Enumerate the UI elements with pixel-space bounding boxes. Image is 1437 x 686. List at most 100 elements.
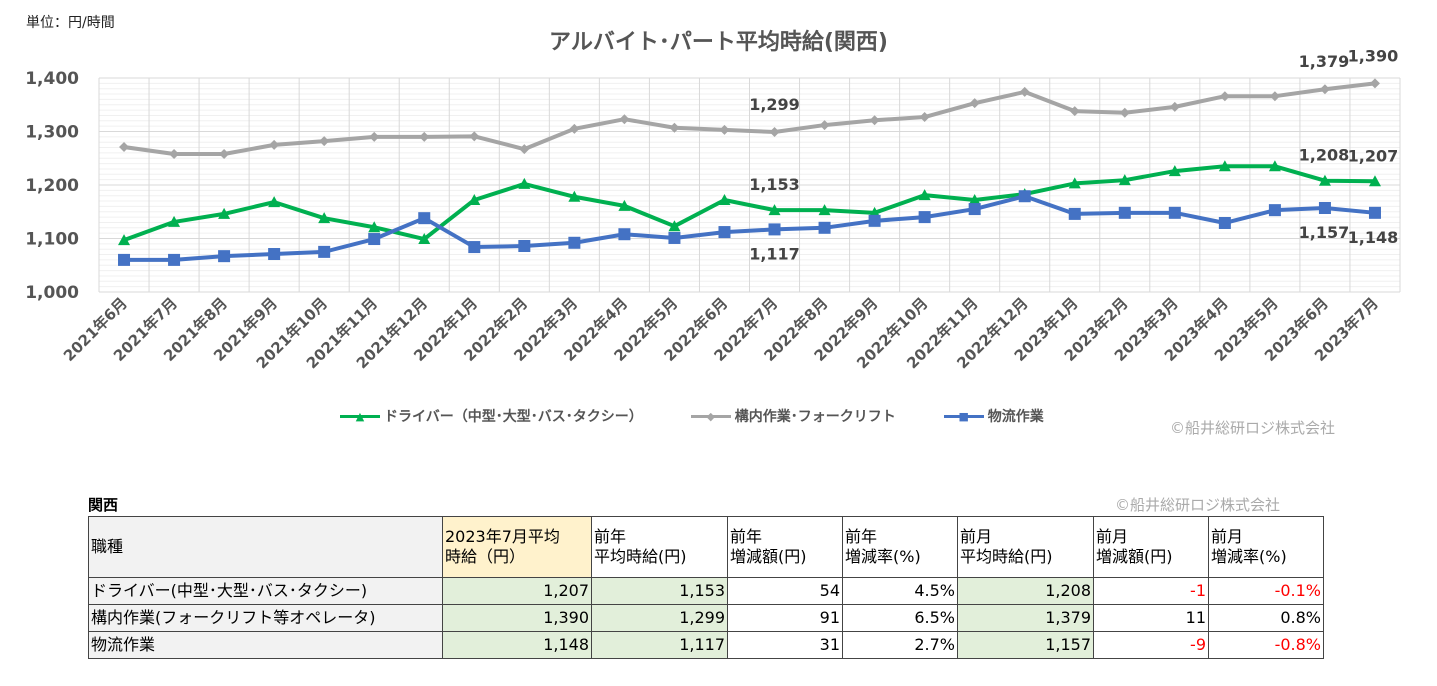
unit-label: 単位：円/時間 (26, 15, 115, 31)
y-tick-label: 1,000 (25, 283, 79, 303)
data-point (868, 214, 881, 227)
data-point (1068, 207, 1081, 220)
column-header: 前年 平均時給(円) (591, 516, 728, 578)
data-point (368, 233, 381, 246)
value-cell: 1,148 (442, 631, 592, 659)
data-label: 1,148 (1348, 228, 1399, 247)
data-point (1219, 91, 1230, 102)
data-point (118, 234, 131, 246)
data-point (269, 139, 280, 150)
data-point (469, 131, 480, 142)
column-header: 前月 平均時給(円) (957, 516, 1094, 578)
y-tick-label: 1,100 (25, 230, 79, 250)
y-tick-label: 1,400 (25, 69, 79, 89)
data-label: 1,379 (1299, 52, 1350, 71)
value-cell: -1 (1093, 577, 1209, 605)
copyright-table: ©船井総研ロジ株式会社 (1115, 496, 1281, 514)
data-label: 1,208 (1299, 146, 1350, 165)
data-point (168, 253, 181, 266)
data-point (168, 215, 181, 227)
data-point (568, 190, 581, 202)
data-point (218, 250, 231, 263)
value-cell: 1,379 (957, 604, 1094, 632)
data-point (768, 223, 781, 236)
data-point (968, 193, 981, 205)
column-header: 前年 増減率(%) (842, 516, 958, 578)
legend-label: 構内作業･フォークリフト (734, 409, 896, 425)
data-label: 1,390 (1348, 46, 1399, 65)
data-label: 1,153 (749, 175, 800, 194)
legend-star-icon: ■ (943, 410, 984, 423)
value-cell: -0.1% (1208, 577, 1324, 605)
table-row: 物流作業 1,148 1,117 31 2.7% 1,157 -9 -0.8% (88, 631, 1324, 659)
data-label: 1,117 (749, 244, 800, 263)
data-point (1318, 202, 1331, 215)
data-point (1268, 160, 1281, 172)
data-point (1319, 84, 1330, 95)
data-point (918, 211, 931, 224)
chart-title: アルバイト･パート平均時給(関西) (549, 30, 888, 55)
wage-table: 職種 2023年7月平均 時給（円） 前年 平均時給(円) 前年 増減額(円) 前年 増減率(%… (88, 516, 1324, 659)
column-header: 職種 (88, 516, 443, 578)
data-point (969, 98, 980, 109)
series-line-1 (123, 81, 1376, 156)
data-point (268, 248, 281, 261)
data-point (819, 120, 830, 131)
region-label: 関西 (88, 496, 119, 514)
data-point (468, 193, 481, 205)
data-point (869, 115, 880, 126)
job-type-cell: 構内作業(フォークリフト等オペレータ) (88, 604, 443, 632)
data-point (569, 123, 580, 134)
legend-label: ドライバー（中型･大型･バス･タクシー） (384, 409, 643, 425)
data-point (318, 245, 331, 258)
data-point (1168, 206, 1181, 219)
data-point (668, 231, 681, 244)
data-point (668, 220, 681, 232)
value-cell: 1,207 (442, 577, 592, 605)
data-point (768, 204, 781, 216)
data-point (968, 203, 981, 216)
data-point (1169, 101, 1180, 112)
data-point (818, 204, 831, 216)
legend: ▲ ドライバー（中型･大型･バス･タクシー） ◆ 構内作業･フォークリフト ■ 物流作業 (340, 406, 1044, 426)
data-point (568, 236, 581, 249)
data-point (219, 148, 230, 159)
job-type-cell: ドライバー(中型･大型･バス･タクシー) (88, 577, 443, 605)
data-point (1119, 107, 1130, 118)
data-point (1118, 206, 1131, 219)
value-cell: 1,299 (591, 604, 728, 632)
data-point (118, 253, 131, 266)
legend-triangle-icon: ▲ (340, 410, 380, 423)
value-cell: 1,208 (957, 577, 1094, 605)
data-point (818, 221, 831, 234)
line-chart: 1,0001,1001,2001,3001,4002021年6月2021年7月2… (25, 46, 1401, 372)
data-point (1218, 160, 1231, 172)
y-tick-label: 1,200 (25, 176, 79, 196)
data-point (319, 136, 330, 147)
data-point (418, 233, 431, 245)
data-point (918, 189, 931, 201)
value-cell: -9 (1093, 631, 1209, 659)
data-point (719, 124, 730, 135)
data-point (369, 131, 380, 142)
data-point (419, 131, 430, 142)
data-point (919, 112, 930, 123)
data-point (218, 207, 231, 219)
column-header: 前月 増減率(%) (1208, 516, 1324, 578)
data-point (1168, 165, 1181, 177)
data-point (318, 212, 331, 224)
data-point (769, 127, 780, 138)
value-cell: 1,117 (591, 631, 728, 659)
value-cell: 1,157 (957, 631, 1094, 659)
value-cell: 0.8% (1208, 604, 1324, 632)
data-point (1368, 206, 1381, 219)
data-point (718, 193, 731, 205)
data-point (618, 228, 631, 241)
value-cell: 1,390 (442, 604, 592, 632)
value-cell: 6.5% (842, 604, 958, 632)
value-cell: 2.7% (842, 631, 958, 659)
data-point (1118, 174, 1131, 186)
column-header: 前年 増減額(円) (727, 516, 843, 578)
legend-item: ◆ 構内作業･フォークリフト (690, 406, 896, 426)
table-row: 構内作業(フォークリフト等オペレータ) 1,390 1,299 91 6.5% 1,379… (88, 604, 1324, 632)
